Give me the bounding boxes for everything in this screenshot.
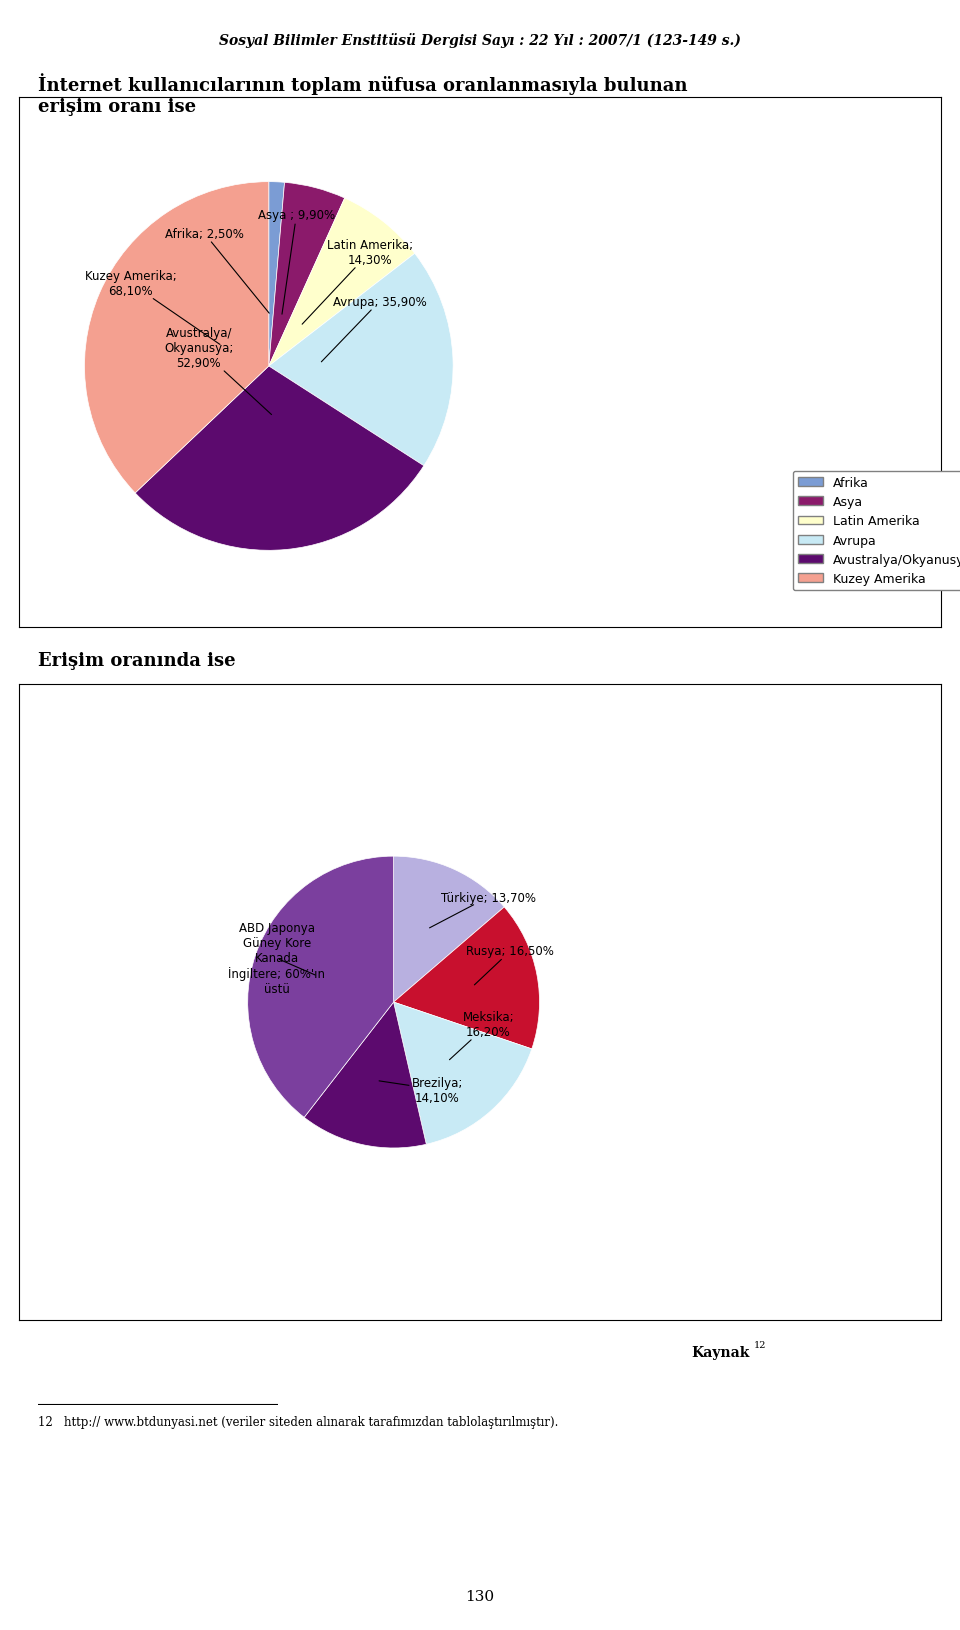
Wedge shape: [304, 1002, 426, 1148]
Text: 130: 130: [466, 1589, 494, 1604]
Text: Kaynak: Kaynak: [691, 1345, 750, 1359]
Text: Rusya; 16,50%: Rusya; 16,50%: [467, 945, 554, 985]
Wedge shape: [135, 367, 423, 551]
Legend: Afrika, Asya, Latin Amerika, Avrupa, Avustralya/Okyanusya, Kuzey Amerika: Afrika, Asya, Latin Amerika, Avrupa, Avu…: [793, 471, 960, 590]
Wedge shape: [248, 857, 394, 1118]
Text: İnternet kullanıcılarının toplam nüfusa oranlanmasıyla bulunan
erişim oranı ise: İnternet kullanıcılarının toplam nüfusa …: [38, 73, 688, 116]
Text: Avustralya/
Okyanusya;
52,90%: Avustralya/ Okyanusya; 52,90%: [164, 328, 272, 416]
Wedge shape: [269, 183, 345, 367]
Text: Sosyal Bilimler Enstitüsü Dergisi Sayı : 22 Yıl : 2007/1 (123-149 s.): Sosyal Bilimler Enstitüsü Dergisi Sayı :…: [219, 33, 741, 47]
Text: 12   http:// www.btdunyasi.net (veriler siteden alınarak tarafımızdan tablolaştı: 12 http:// www.btdunyasi.net (veriler si…: [38, 1415, 559, 1428]
Text: Meksika;
16,20%: Meksika; 16,20%: [449, 1011, 515, 1060]
Text: Kuzey Amerika;
68,10%: Kuzey Amerika; 68,10%: [84, 271, 220, 346]
Wedge shape: [269, 254, 453, 466]
Wedge shape: [394, 908, 540, 1050]
Text: Asya ; 9,90%: Asya ; 9,90%: [258, 209, 335, 315]
Text: Afrika; 2,50%: Afrika; 2,50%: [165, 228, 269, 315]
Text: 12: 12: [754, 1340, 766, 1350]
Text: Brezilya;
14,10%: Brezilya; 14,10%: [379, 1076, 463, 1104]
Wedge shape: [84, 183, 269, 494]
Text: Avrupa; 35,90%: Avrupa; 35,90%: [322, 295, 426, 362]
Wedge shape: [269, 183, 284, 367]
Text: Erişim oranında ise: Erişim oranında ise: [38, 652, 236, 670]
Text: ABD Japonya
Güney Kore
Kanada
İngiltere; 60%'ın
üstü: ABD Japonya Güney Kore Kanada İngiltere;…: [228, 921, 325, 996]
Wedge shape: [269, 199, 415, 367]
Text: Türkiye; 13,70%: Türkiye; 13,70%: [429, 892, 536, 927]
Wedge shape: [394, 857, 504, 1002]
Text: Latin Amerika;
14,30%: Latin Amerika; 14,30%: [302, 238, 413, 324]
Wedge shape: [394, 1002, 532, 1144]
